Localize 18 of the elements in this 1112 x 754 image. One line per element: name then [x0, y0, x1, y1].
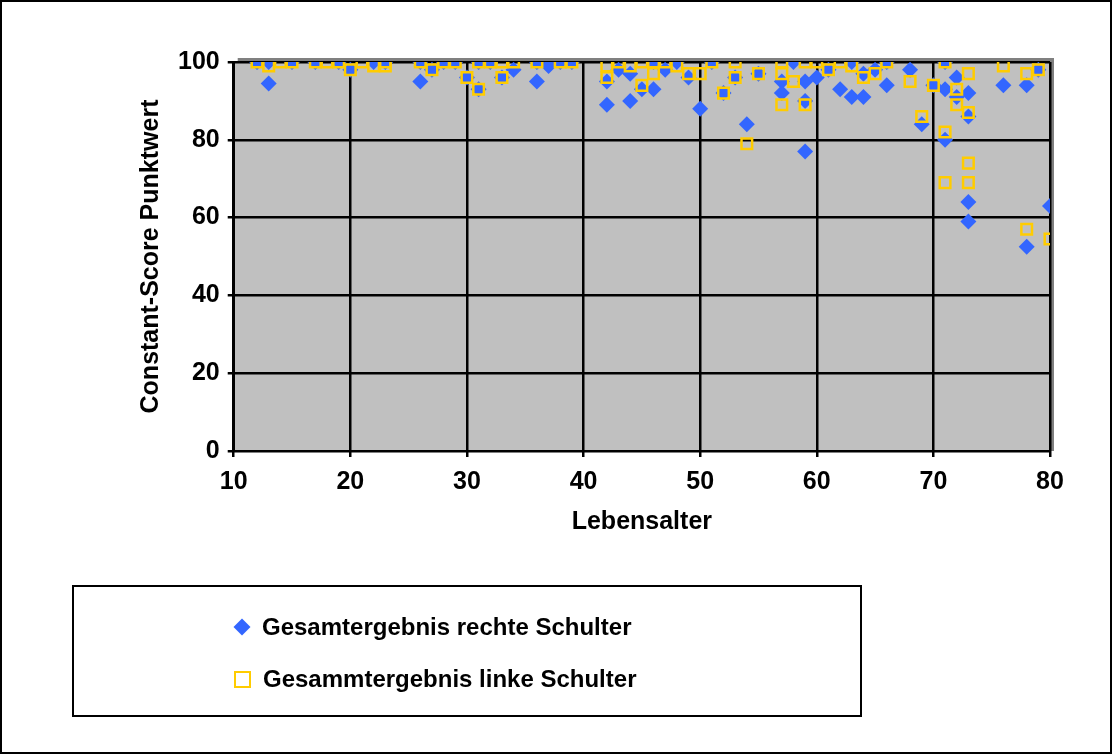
x-axis-title: Lebensalter	[571, 505, 713, 534]
y-tick-label: 20	[191, 357, 220, 386]
x-tick-label: 20	[336, 465, 365, 494]
legend-label: Gesammtergebnis linke Schulter	[263, 665, 637, 693]
x-tick-label: 70	[919, 465, 948, 494]
x-tick-label: 80	[1036, 465, 1064, 494]
legend-label: Gesamtergebnis rechte Schulter	[262, 613, 632, 641]
y-tick-label: 40	[191, 279, 220, 308]
y-tick-label: 0	[205, 434, 220, 463]
y-tick-label: 80	[191, 123, 220, 152]
x-tick-label: 60	[802, 465, 831, 494]
x-tick-label: 30	[453, 465, 481, 494]
x-tick-label: 50	[686, 465, 715, 494]
x-tick-label: 40	[569, 465, 598, 494]
y-axis-title: Constant-Score Punktwert	[134, 98, 163, 414]
y-tick-label: 100	[177, 45, 220, 74]
x-tick-label: 10	[219, 465, 248, 494]
y-tick-label: 60	[191, 201, 220, 230]
